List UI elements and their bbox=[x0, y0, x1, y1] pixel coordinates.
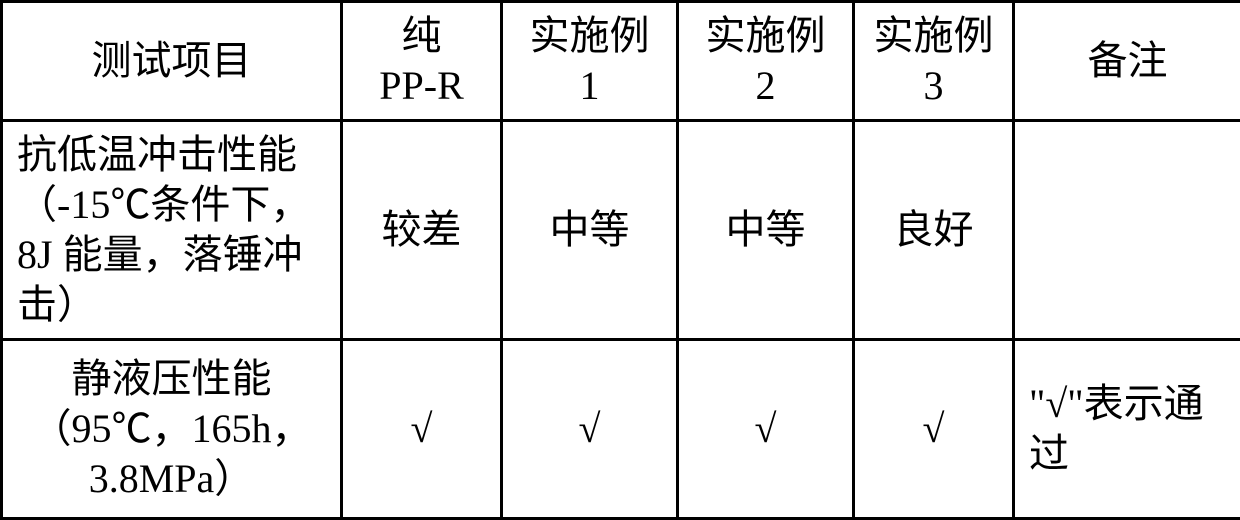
col-header-example-1: 实施例1 bbox=[502, 2, 678, 121]
cell-example-3: 良好 bbox=[854, 121, 1014, 340]
cell-example-3: √ bbox=[854, 340, 1014, 519]
col-header-pure-ppr: 纯PP-R bbox=[342, 2, 502, 121]
table-row: 静液压性能（95℃，165h，3.8MPa） √ √ √ √ "√"表示通过 bbox=[2, 340, 1240, 519]
table-header-row: 测试项目 纯PP-R 实施例1 实施例2 实施例3 备注 bbox=[2, 2, 1240, 121]
col-header-test-item: 测试项目 bbox=[2, 2, 342, 121]
col-header-example-3: 实施例3 bbox=[854, 2, 1014, 121]
col-header-example-2: 实施例2 bbox=[678, 2, 854, 121]
comparison-table: 测试项目 纯PP-R 实施例1 实施例2 实施例3 备注 抗低温冲击性能（-15… bbox=[0, 0, 1240, 520]
cell-example-2: √ bbox=[678, 340, 854, 519]
cell-test-item: 静液压性能（95℃，165h，3.8MPa） bbox=[2, 340, 342, 519]
cell-pure-ppr: √ bbox=[342, 340, 502, 519]
cell-remark bbox=[1014, 121, 1240, 340]
cell-test-item: 抗低温冲击性能（-15℃条件下，8J 能量，落锤冲击） bbox=[2, 121, 342, 340]
cell-remark: "√"表示通过 bbox=[1014, 340, 1240, 519]
cell-pure-ppr: 较差 bbox=[342, 121, 502, 340]
comparison-table-container: 测试项目 纯PP-R 实施例1 实施例2 实施例3 备注 抗低温冲击性能（-15… bbox=[0, 0, 1240, 505]
cell-example-1: 中等 bbox=[502, 121, 678, 340]
table-row: 抗低温冲击性能（-15℃条件下，8J 能量，落锤冲击） 较差 中等 中等 良好 bbox=[2, 121, 1240, 340]
cell-example-1: √ bbox=[502, 340, 678, 519]
col-header-remark: 备注 bbox=[1014, 2, 1240, 121]
cell-example-2: 中等 bbox=[678, 121, 854, 340]
